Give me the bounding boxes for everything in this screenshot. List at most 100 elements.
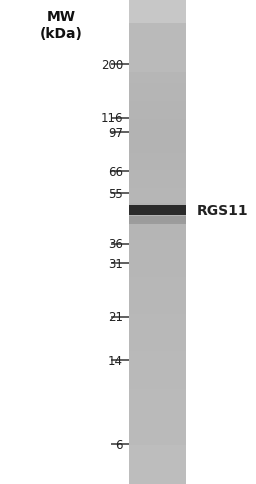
Bar [129,297,186,299]
Bar [129,219,186,221]
Bar [129,393,186,395]
Text: MW: MW [47,10,76,24]
Bar [129,426,186,427]
Bar [129,395,186,397]
Bar [129,139,186,140]
Bar [129,142,186,144]
Bar [129,303,186,305]
Bar [129,134,186,136]
Bar [129,47,186,48]
Text: 14: 14 [108,354,123,367]
Text: (kDa): (kDa) [40,27,83,41]
Bar [129,418,186,420]
Text: 97: 97 [108,127,123,139]
Bar [129,344,186,345]
Bar [129,318,186,319]
Bar [129,131,186,132]
Bar [129,407,186,408]
Bar [129,239,186,241]
Bar [129,342,186,344]
Bar [129,311,186,313]
Bar [129,76,186,77]
Bar [129,263,186,265]
Bar [129,345,186,347]
Bar [129,329,186,331]
Bar [129,389,186,391]
Bar [129,214,186,216]
Bar [129,145,186,147]
Bar [129,284,186,286]
Bar [129,331,186,333]
Bar [129,227,186,229]
Bar [129,241,186,242]
Bar [129,483,186,484]
Bar [129,74,186,76]
Bar [129,192,186,194]
Bar [129,481,186,483]
Bar [129,265,186,266]
Bar [129,126,186,127]
Bar [129,323,186,324]
Bar [129,53,186,55]
Bar [129,178,186,179]
Bar [129,466,186,468]
Bar [129,16,186,18]
Bar [129,310,186,311]
Bar [129,137,186,139]
Bar [129,187,186,189]
Bar [129,208,186,210]
Bar [129,179,186,181]
Bar [129,257,186,258]
Bar [129,118,186,120]
Bar [129,169,186,171]
Bar [129,234,186,236]
Bar [129,431,186,432]
Bar [129,149,186,150]
Bar [129,5,186,6]
Bar [129,429,186,431]
Text: 6: 6 [115,438,123,451]
Bar [129,450,186,452]
Bar [129,210,186,212]
Bar [129,445,186,447]
Bar [129,436,186,437]
Bar [129,185,186,187]
Bar [129,294,186,295]
Bar [129,44,186,45]
Bar [129,277,186,279]
Bar [129,266,186,268]
Bar [129,447,186,449]
Bar [129,205,186,216]
Bar [129,355,186,357]
Bar [129,60,186,61]
Bar [129,272,186,274]
Bar [129,405,186,407]
Bar [129,136,186,137]
Bar [129,68,186,69]
Bar [129,421,186,423]
Bar [129,236,186,237]
Bar [129,403,186,405]
Bar [129,124,186,126]
Bar [129,158,186,160]
Text: 21: 21 [108,311,123,323]
Bar [129,424,186,426]
Bar [129,19,186,21]
Bar [129,168,186,169]
Bar [129,242,186,243]
Bar [129,384,186,386]
Bar [129,276,186,277]
Bar [129,0,186,1]
Bar [129,476,186,478]
Bar [129,45,186,47]
Bar [129,35,186,37]
Bar [129,463,186,465]
Bar [129,100,186,102]
Bar [129,374,186,376]
Bar [129,140,186,142]
Bar [129,105,186,106]
Bar [129,144,186,145]
Bar [129,261,186,263]
Bar [129,132,186,134]
Bar [129,57,186,58]
